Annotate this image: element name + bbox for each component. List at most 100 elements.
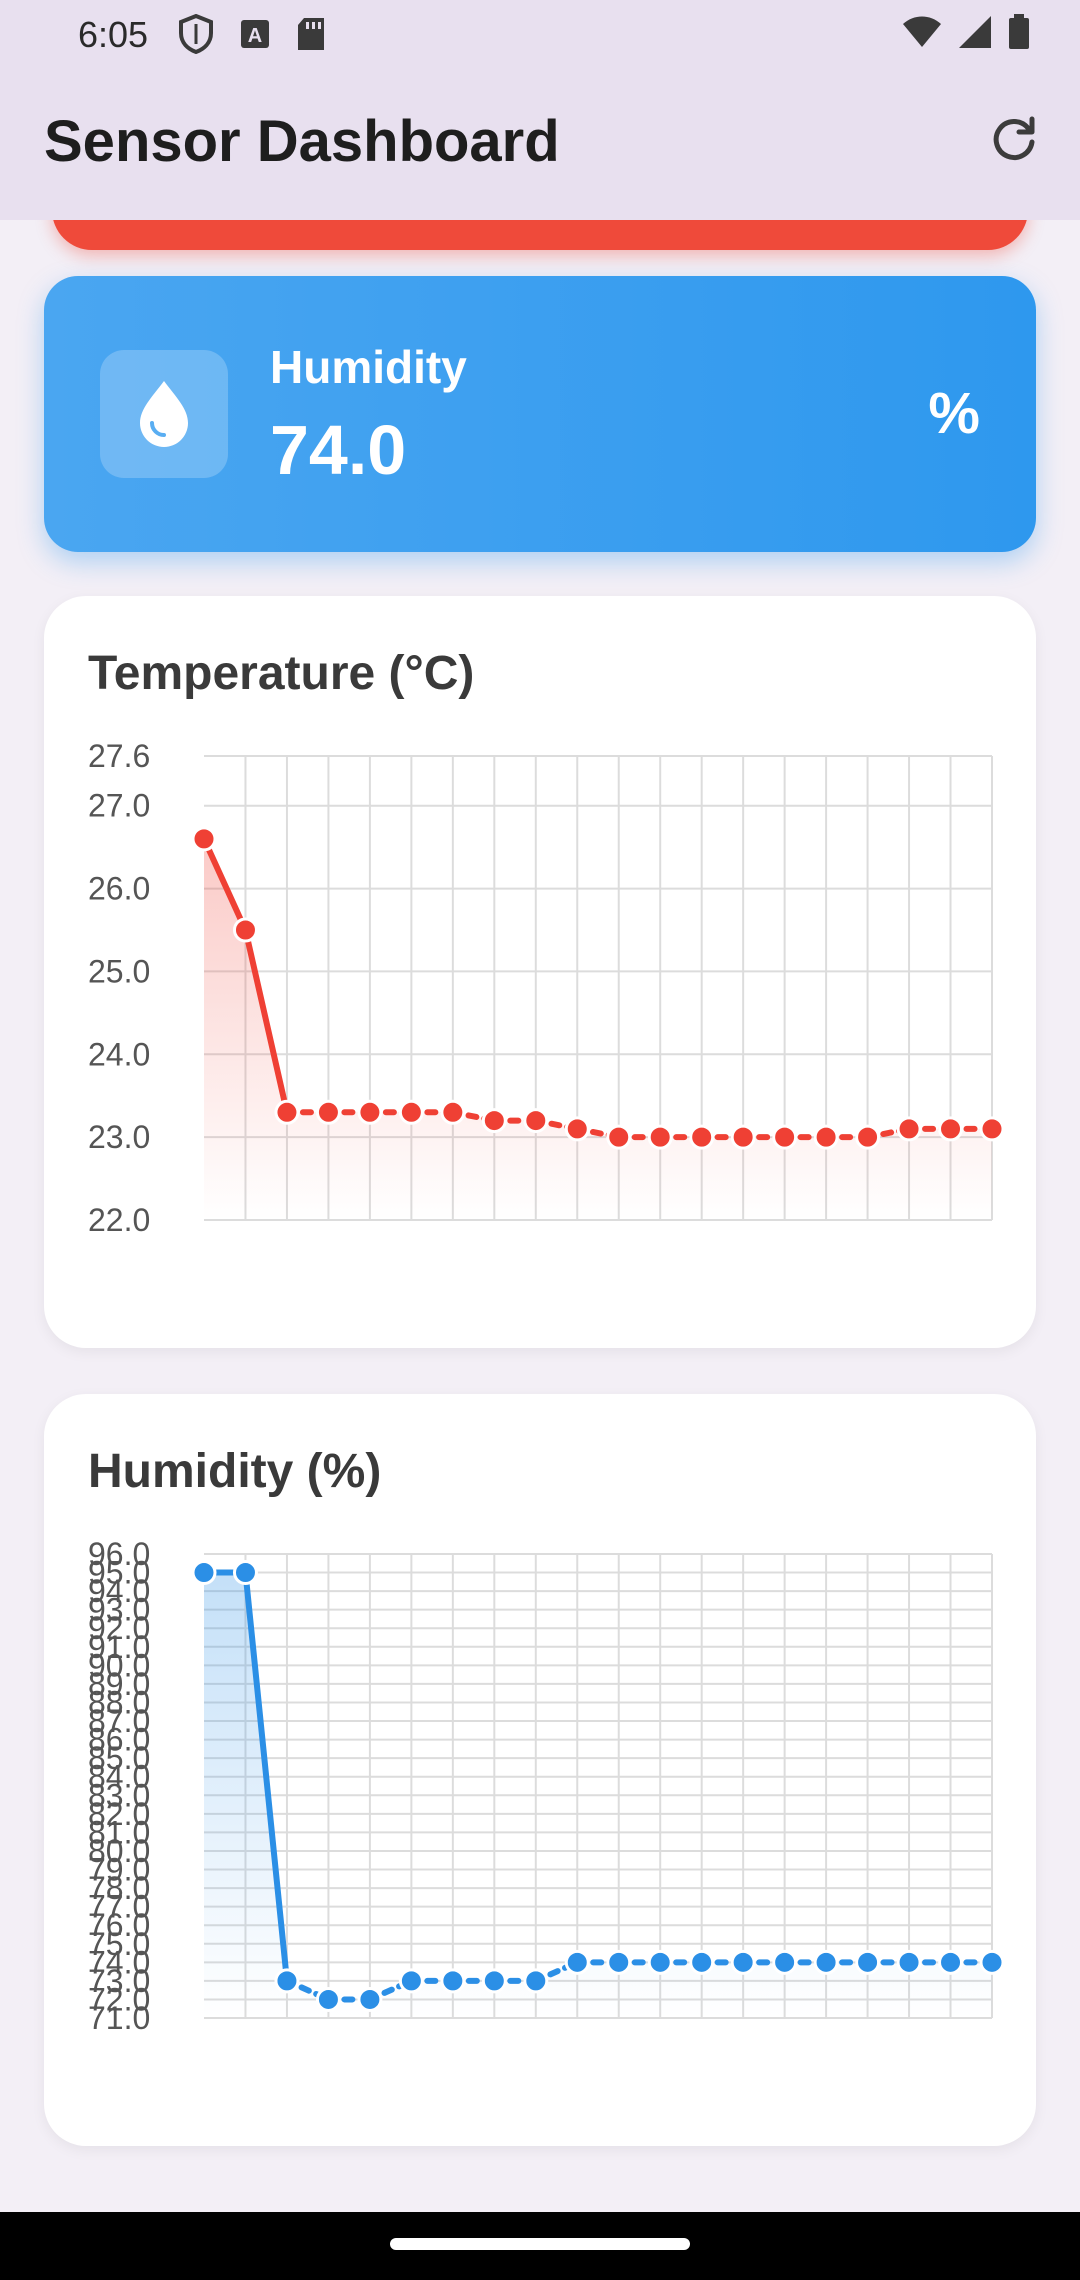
humidity-chart-title: Humidity (%) [88, 1445, 382, 1498]
humidity-y-tick-label: 72.0 [88, 1981, 150, 2017]
temperature-y-tick-label: 25.0 [88, 953, 150, 989]
status-icons-right [902, 14, 1030, 55]
humidity-icon-box [100, 350, 228, 478]
humidity-chart-card: Humidity (%) 96.0 95.0 94.0 93.0 92.0 91.0 90.… [44, 1394, 1036, 2146]
humidity-y-tick-label: 74.0 [88, 1944, 150, 1980]
humidity-y-tick-label: 73.0 [88, 1963, 150, 1999]
temperature-data-point [647, 1124, 673, 1150]
water-drop-icon [132, 377, 196, 452]
humidity-data-point [481, 1968, 507, 1994]
humidity-data-point [896, 1949, 922, 1975]
humidity-data-point [191, 1560, 217, 1586]
humidity-y-tick-label: 93.0 [88, 1592, 150, 1628]
humidity-data-point [357, 1986, 383, 2012]
humidity-y-tick-label: 78.0 [88, 1870, 150, 1906]
humidity-y-tick-label: 80.0 [88, 1833, 150, 1869]
temperature-y-tick-label: 23.0 [88, 1119, 150, 1155]
temperature-data-point [896, 1116, 922, 1142]
humidity-y-tick-label: 94.0 [88, 1573, 150, 1609]
temperature-data-point [606, 1124, 632, 1150]
wifi-icon [902, 15, 942, 54]
temperature-data-point [855, 1124, 881, 1150]
temperature-y-tick-label: 24.0 [88, 1036, 150, 1072]
humidity-unit: % [928, 381, 980, 446]
humidity-value: 74.0 [270, 411, 407, 489]
temperature-data-point [689, 1124, 715, 1150]
humidity-data-point [232, 1560, 258, 1586]
refresh-icon [988, 114, 1040, 171]
temperature-data-point [191, 826, 217, 852]
temperature-data-point [772, 1124, 798, 1150]
navigation-bar [0, 2212, 1080, 2280]
temperature-data-point [398, 1099, 424, 1125]
temperature-series-segment [201, 835, 249, 933]
temperature-card-edge [52, 220, 1028, 250]
temperature-data-point [357, 1099, 383, 1125]
shield-icon [178, 13, 214, 59]
temperature-data-point [523, 1108, 549, 1134]
humidity-y-tick-label: 95.0 [88, 1555, 150, 1591]
humidity-y-tick-label: 86.0 [88, 1722, 150, 1758]
humidity-y-tick-label: 91.0 [88, 1629, 150, 1665]
humidity-y-tick-label: 88.0 [88, 1684, 150, 1720]
status-bar: 6:05 A [0, 0, 1080, 72]
signal-icon [958, 15, 992, 54]
humidity-y-tick-label: 96.0 [88, 1536, 150, 1572]
home-gesture-handle[interactable] [390, 2238, 690, 2250]
temperature-chart-card: Temperature (°C) 27.6 27.0 26.0 25.0 24.0 23.… [44, 596, 1036, 1348]
humidity-data-point [772, 1949, 798, 1975]
temperature-data-point [730, 1124, 756, 1150]
humidity-data-point [564, 1949, 590, 1975]
temperature-data-point [938, 1116, 964, 1142]
humidity-data-point [606, 1949, 632, 1975]
status-icons-left: A [178, 13, 326, 59]
temperature-y-tick-label: 27.0 [88, 788, 150, 824]
temperature-chart-title: Temperature (°C) [88, 647, 475, 700]
temperature-data-point [979, 1116, 1005, 1142]
humidity-y-tick-label: 71.0 [88, 2000, 150, 2036]
refresh-button[interactable] [974, 102, 1054, 182]
temperature-data-point [564, 1116, 590, 1142]
humidity-y-tick-label: 82.0 [88, 1796, 150, 1832]
temperature-data-point [315, 1099, 341, 1125]
humidity-y-tick-label: 75.0 [88, 1926, 150, 1962]
temperature-data-point [274, 1099, 300, 1125]
humidity-data-point [440, 1968, 466, 1994]
status-time: 6:05 [78, 14, 149, 55]
humidity-data-point [730, 1949, 756, 1975]
sd-card-icon [296, 17, 326, 56]
humidity-data-point [689, 1949, 715, 1975]
temperature-data-point [440, 1099, 466, 1125]
humidity-data-point [855, 1949, 881, 1975]
humidity-y-tick-label: 81.0 [88, 1814, 150, 1850]
page-title: Sensor Dashboard [44, 109, 560, 174]
humidity-y-tick-label: 87.0 [88, 1703, 150, 1739]
humidity-y-tick-label: 77.0 [88, 1889, 150, 1925]
temperature-y-tick-label: 27.6 [88, 738, 150, 774]
humidity-y-tick-label: 85.0 [88, 1740, 150, 1776]
humidity-chart: 96.095.094.093.092.091.090.089.088.087.0… [88, 1536, 1005, 2036]
app-bar: Sensor Dashboard [0, 72, 1080, 220]
temperature-data-point [813, 1124, 839, 1150]
temperature-y-tick-label: 26.0 [88, 871, 150, 907]
humidity-data-point [274, 1968, 300, 1994]
humidity-data-point [647, 1949, 673, 1975]
humidity-data-point [315, 1986, 341, 2012]
temperature-series-segment [242, 927, 290, 1116]
svg-text:A: A [248, 25, 262, 47]
temperature-y-tick-label: 22.0 [88, 1202, 150, 1238]
temperature-chart: 27.6 27.0 26.0 25.0 24.0 23.0 22.0 [88, 738, 1005, 1238]
a-badge-icon: A [240, 19, 270, 54]
humidity-label: Humidity [270, 341, 467, 393]
humidity-series-segment [242, 1569, 290, 1984]
humidity-y-tick-label: 83.0 [88, 1777, 150, 1813]
humidity-y-tick-label: 92.0 [88, 1610, 150, 1646]
dashboard-content[interactable]: Humidity 74.0 % Temperature (°C) 27.6 27.… [0, 220, 1080, 2212]
humidity-data-point [398, 1968, 424, 1994]
humidity-y-tick-label: 79.0 [88, 1852, 150, 1888]
humidity-card[interactable]: Humidity 74.0 % [44, 276, 1036, 552]
humidity-data-point [813, 1949, 839, 1975]
humidity-data-point [938, 1949, 964, 1975]
humidity-data-point [523, 1968, 549, 1994]
humidity-y-tick-label: 84.0 [88, 1759, 150, 1795]
